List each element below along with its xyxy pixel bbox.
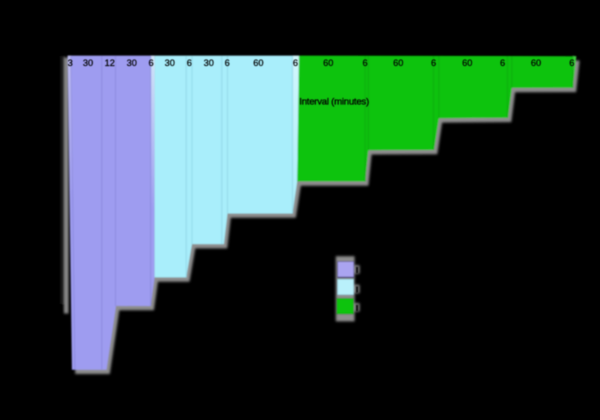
svg-text:30: 30 — [165, 58, 175, 68]
svg-text:60: 60 — [462, 58, 472, 68]
svg-text:60: 60 — [531, 58, 541, 68]
svg-text:6: 6 — [148, 58, 153, 68]
svg-text:Interval (minutes): Interval (minutes) — [299, 97, 369, 108]
svg-text:30: 30 — [204, 58, 214, 68]
svg-text:6: 6 — [431, 58, 436, 68]
svg-text:30: 30 — [83, 58, 93, 68]
svg-text:6: 6 — [293, 58, 298, 68]
svg-text:60: 60 — [253, 58, 263, 68]
svg-text:6: 6 — [569, 58, 574, 68]
svg-text:60: 60 — [393, 58, 403, 68]
svg-text:12: 12 — [105, 58, 115, 68]
svg-text:60: 60 — [323, 58, 333, 68]
svg-text:6: 6 — [362, 58, 367, 68]
svg-text:6: 6 — [225, 58, 230, 68]
svg-text:30: 30 — [127, 58, 137, 68]
svg-text:6: 6 — [187, 58, 192, 68]
svg-text:3: 3 — [68, 58, 73, 68]
svg-text:6: 6 — [500, 58, 505, 68]
